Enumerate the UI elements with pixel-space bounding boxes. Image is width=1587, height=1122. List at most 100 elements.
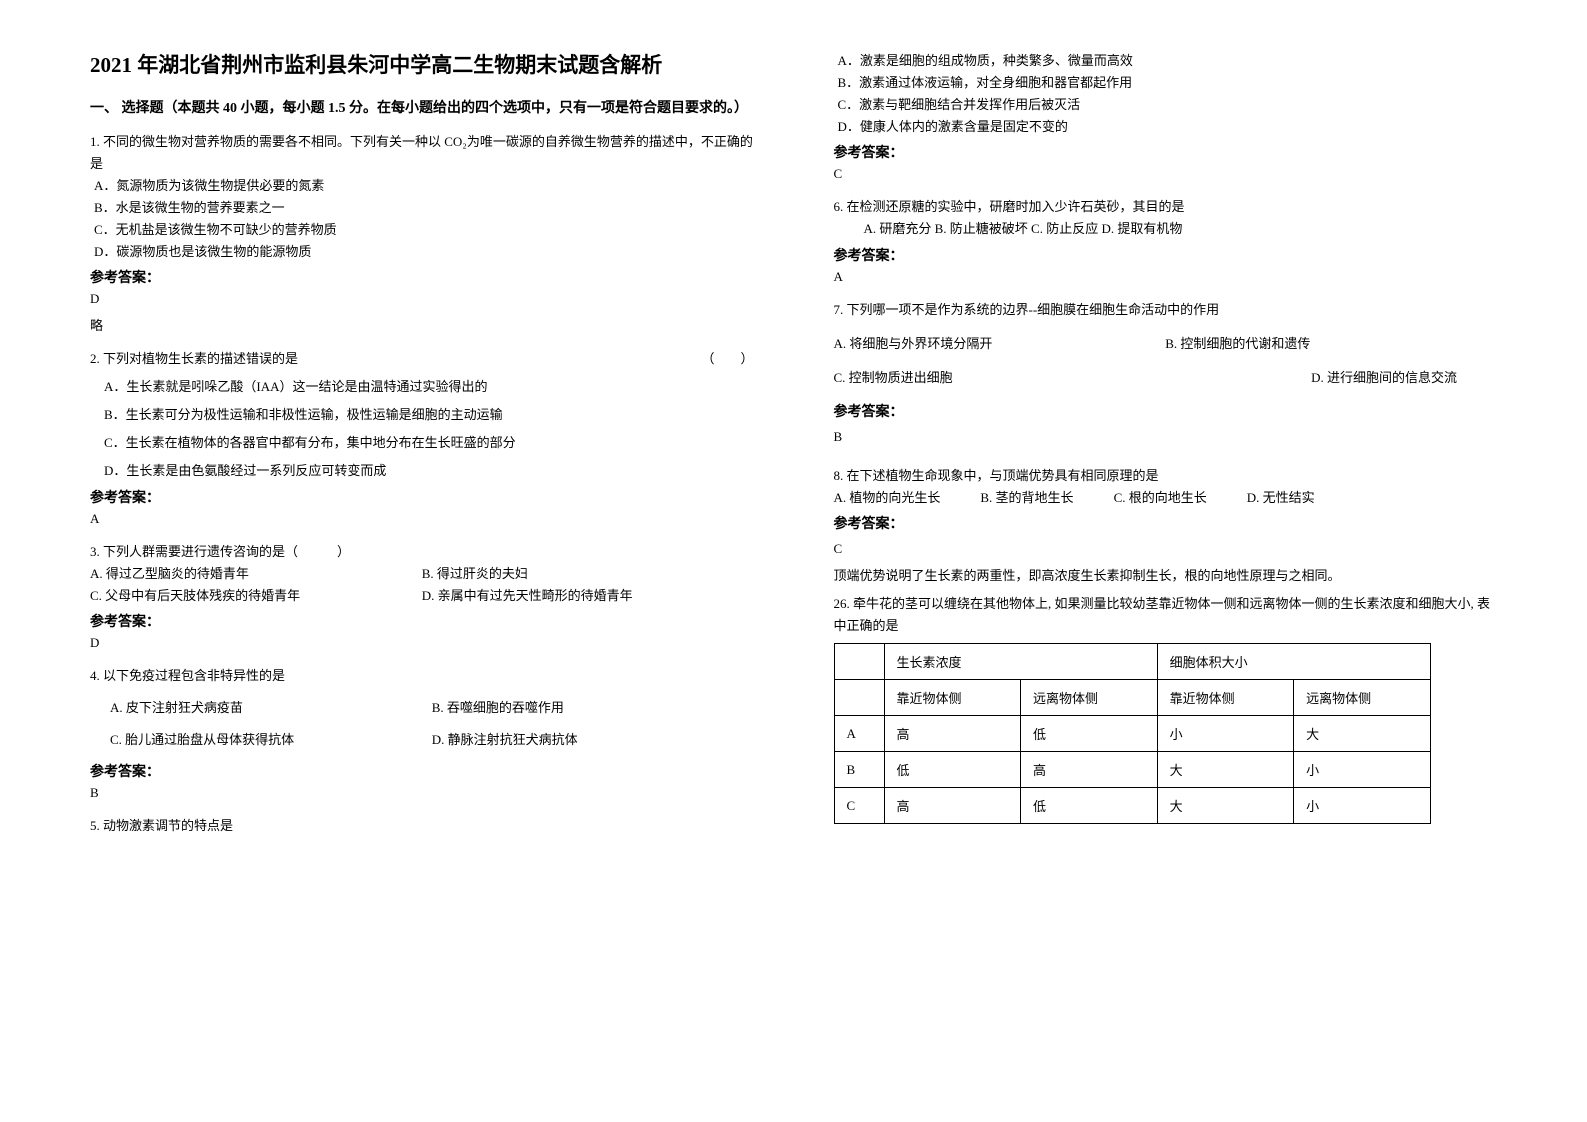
q2-opt-a: A．生长素就是吲哚乙酸（IAA）这一结论是由温特通过实验得出的 xyxy=(104,376,754,398)
q8-opt-a: A. 植物的向光生长 xyxy=(834,487,941,509)
table-row: 生长素浓度 细胞体积大小 xyxy=(834,644,1430,680)
q4-answer: B xyxy=(90,785,754,801)
q5-opt-b: B．激素通过体液运输，对全身细胞和器官都起作用 xyxy=(838,72,1498,94)
q4-row2: C. 胎儿通过胎盘从母体获得抗体 D. 静脉注射抗狂犬病抗体 xyxy=(110,729,754,751)
question-7: 7. 下列哪一项不是作为系统的边界--细胞膜在细胞生命活动中的作用 A. 将细胞… xyxy=(834,299,1498,453)
q3-opt-d: D. 亲属中有过先天性畸形的待婚青年 xyxy=(422,585,754,607)
table-cell: 高 xyxy=(884,788,1021,824)
q1-opt-c: C．无机盐是该微生物不可缺少的营养物质 xyxy=(94,219,754,241)
answer-label: 参考答案： xyxy=(90,611,754,631)
q8-opts: A. 植物的向光生长 B. 茎的背地生长 C. 根的向地生长 D. 无性结实 xyxy=(834,487,1498,509)
q2-opt-b: B．生长素可分为极性运输和非极性运输，极性运输是细胞的主动运输 xyxy=(104,404,754,426)
q3-answer: D xyxy=(90,635,754,651)
table-cell: 高 xyxy=(884,716,1021,752)
table-cell: 靠近物体侧 xyxy=(884,680,1021,716)
table-cell: B xyxy=(834,752,884,788)
q8-exp2: 26. 牵牛花的茎可以缠绕在其他物体上, 如果测量比较幼茎靠近物体一侧和远离物体… xyxy=(834,593,1498,637)
table-row: B 低 高 大 小 xyxy=(834,752,1430,788)
answer-label: 参考答案： xyxy=(90,487,754,507)
answer-label: 参考答案： xyxy=(834,245,1498,265)
table-cell: 低 xyxy=(1021,716,1158,752)
question-5-cont: A．激素是细胞的组成物质，种类繁多、微量而高效 B．激素通过体液运输，对全身细胞… xyxy=(834,50,1498,190)
q6-answer: A xyxy=(834,269,1498,285)
table-row: A 高 低 小 大 xyxy=(834,716,1430,752)
q8-answer: C xyxy=(834,541,1498,557)
q3-opt-a: A. 得过乙型脑炎的待婚青年 xyxy=(90,563,422,585)
answer-label: 参考答案： xyxy=(90,267,754,287)
answer-label: 参考答案： xyxy=(834,513,1498,533)
answer-label: 参考答案： xyxy=(834,142,1498,162)
q3-row2: C. 父母中有后天肢体残疾的待婚青年 D. 亲属中有过先天性畸形的待婚青年 xyxy=(90,585,754,607)
table-cell: 低 xyxy=(1021,788,1158,824)
table-row: 靠近物体侧 远离物体侧 靠近物体侧 远离物体侧 xyxy=(834,680,1430,716)
q6-opts: A. 研磨充分 B. 防止糖被破坏 C. 防止反应 D. 提取有机物 xyxy=(864,218,1498,240)
table-cell: 小 xyxy=(1157,716,1294,752)
table-cell: 高 xyxy=(1021,752,1158,788)
q8-opt-c: C. 根的向地生长 xyxy=(1114,487,1207,509)
table-header: 细胞体积大小 xyxy=(1157,644,1430,680)
q2-blank: （ ） xyxy=(701,348,753,370)
q8-stem: 8. 在下述植物生命现象中，与顶端优势具有相同原理的是 xyxy=(834,465,1498,487)
table-cell: 远离物体侧 xyxy=(1294,680,1431,716)
q8-opt-d: D. 无性结实 xyxy=(1247,487,1315,509)
q1-answer: D xyxy=(90,291,754,307)
q4-stem: 4. 以下免疫过程包含非特异性的是 xyxy=(90,665,754,687)
question-4: 4. 以下免疫过程包含非特异性的是 A. 皮下注射狂犬病疫苗 B. 吞噬细胞的吞… xyxy=(90,665,754,809)
table-cell: 大 xyxy=(1294,716,1431,752)
q7-row2: C. 控制物质进出细胞 D. 进行细胞间的信息交流 xyxy=(834,367,1498,389)
q7-answer: B xyxy=(834,429,1498,445)
q2-stem: 2. 下列对植物生长素的描述错误的是 xyxy=(90,348,298,370)
question-1: 1. 不同的微生物对营养物质的需要各不相同。下列有关一种以 CO₂为唯一碳源的自… xyxy=(90,131,754,343)
left-column: 2021 年湖北省荆州市监利县朱河中学高二生物期末试题含解析 一、 选择题（本题… xyxy=(90,50,754,1072)
q5-opt-c: C．激素与靶细胞结合并发挥作用后被灭活 xyxy=(838,94,1498,116)
table-cell: 远离物体侧 xyxy=(1021,680,1158,716)
q7-row1: A. 将细胞与外界环境分隔开 B. 控制细胞的代谢和遗传 xyxy=(834,333,1498,355)
q7-stem: 7. 下列哪一项不是作为系统的边界--细胞膜在细胞生命活动中的作用 xyxy=(834,299,1498,321)
q1-opt-b: B．水是该微生物的营养要素之一 xyxy=(94,197,754,219)
q8-opt-b: B. 茎的背地生长 xyxy=(980,487,1073,509)
q4-row1: A. 皮下注射狂犬病疫苗 B. 吞噬细胞的吞噬作用 xyxy=(110,697,754,719)
q7-opt-a: A. 将细胞与外界环境分隔开 xyxy=(834,333,1166,355)
q4-opt-c: C. 胎儿通过胎盘从母体获得抗体 xyxy=(110,729,432,751)
right-column: A．激素是细胞的组成物质，种类繁多、微量而高效 B．激素通过体液运输，对全身细胞… xyxy=(834,50,1498,1072)
table-row: C 高 低 大 小 xyxy=(834,788,1430,824)
question-2: 2. 下列对植物生长素的描述错误的是 （ ） A．生长素就是吲哚乙酸（IAA）这… xyxy=(90,348,754,534)
table-header: 生长素浓度 xyxy=(884,644,1157,680)
question-8: 8. 在下述植物生命现象中，与顶端优势具有相同原理的是 A. 植物的向光生长 B… xyxy=(834,459,1498,824)
table-cell xyxy=(834,680,884,716)
q1-opt-a: A．氮源物质为该微生物提供必要的氮素 xyxy=(94,175,754,197)
q7-opt-b: B. 控制细胞的代谢和遗传 xyxy=(1165,333,1497,355)
table-cell: A xyxy=(834,716,884,752)
q3-opt-b: B. 得过肝炎的夫妇 xyxy=(422,563,754,585)
q6-stem: 6. 在检测还原糖的实验中，研磨时加入少许石英砂，其目的是 xyxy=(834,196,1498,218)
q4-opt-a: A. 皮下注射狂犬病疫苗 xyxy=(110,697,432,719)
q5-opt-a: A．激素是细胞的组成物质，种类繁多、微量而高效 xyxy=(838,50,1498,72)
q7-opt-c: C. 控制物质进出细胞 xyxy=(834,367,1146,389)
table-cell xyxy=(834,644,884,680)
q2-stem-row: 2. 下列对植物生长素的描述错误的是 （ ） xyxy=(90,348,754,370)
q2-answer: A xyxy=(90,511,754,527)
table-cell: 靠近物体侧 xyxy=(1157,680,1294,716)
q5-stem: 5. 动物激素调节的特点是 xyxy=(90,815,754,837)
q4-opt-d: D. 静脉注射抗狂犬病抗体 xyxy=(432,729,754,751)
q3-row1: A. 得过乙型脑炎的待婚青年 B. 得过肝炎的夫妇 xyxy=(90,563,754,585)
q5-answer: C xyxy=(834,166,1498,182)
table-cell: 小 xyxy=(1294,788,1431,824)
q3-opt-c: C. 父母中有后天肢体残疾的待婚青年 xyxy=(90,585,422,607)
table-cell: C xyxy=(834,788,884,824)
answer-label: 参考答案： xyxy=(90,761,754,781)
q2-opt-c: C．生长素在植物体的各器官中都有分布，集中地分布在生长旺盛的部分 xyxy=(104,432,754,454)
table-cell: 小 xyxy=(1294,752,1431,788)
question-3: 3. 下列人群需要进行遗传咨询的是（ ） A. 得过乙型脑炎的待婚青年 B. 得… xyxy=(90,541,754,659)
q1-stem: 1. 不同的微生物对营养物质的需要各不相同。下列有关一种以 CO₂为唯一碳源的自… xyxy=(90,131,754,175)
table-cell: 低 xyxy=(884,752,1021,788)
q1-opt-d: D．碳源物质也是该微生物的能源物质 xyxy=(94,241,754,263)
data-table: 生长素浓度 细胞体积大小 靠近物体侧 远离物体侧 靠近物体侧 远离物体侧 A 高… xyxy=(834,643,1431,824)
q2-opt-d: D．生长素是由色氨酸经过一系列反应可转变而成 xyxy=(104,460,754,482)
q5-opt-d: D．健康人体内的激素含量是固定不变的 xyxy=(838,116,1498,138)
q1-note: 略 xyxy=(90,315,754,334)
q8-exp1: 顶端优势说明了生长素的两重性，即高浓度生长素抑制生长，根的向地性原理与之相同。 xyxy=(834,565,1498,587)
answer-label: 参考答案： xyxy=(834,401,1498,421)
section-header: 一、 选择题（本题共 40 小题，每小题 1.5 分。在每小题给出的四个选项中，… xyxy=(90,98,754,119)
q3-stem: 3. 下列人群需要进行遗传咨询的是（ ） xyxy=(90,541,754,563)
